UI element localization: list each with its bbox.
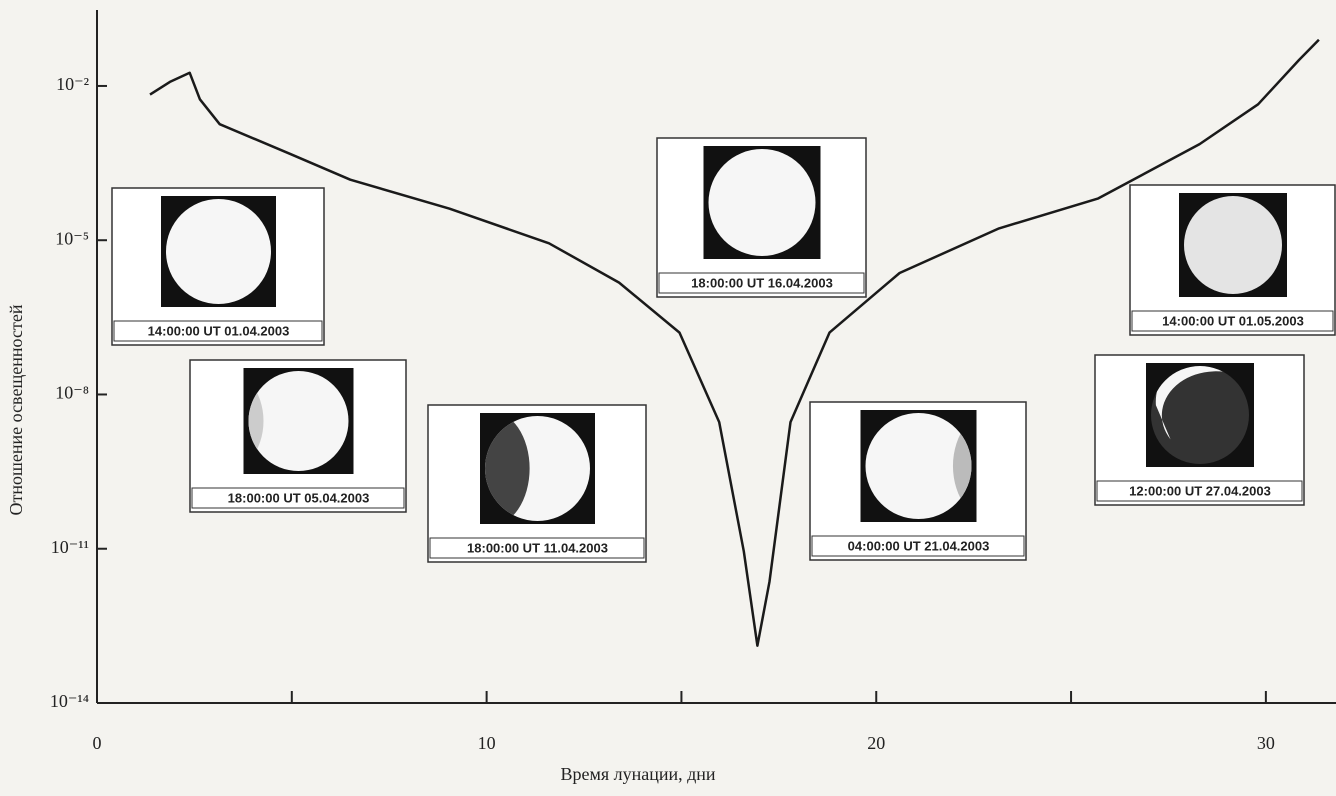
- inset: 04:00:00 UT 21.04.2003: [810, 402, 1043, 560]
- y-tick-label: 10⁻²: [56, 74, 89, 94]
- moon: [166, 199, 271, 304]
- inset-label: 14:00:00 UT 01.04.2003: [148, 323, 290, 338]
- inset: 18:00:00 UT 11.04.2003: [428, 405, 646, 562]
- inset-label: 18:00:00 UT 11.04.2003: [467, 540, 608, 555]
- y-tick-label: 10⁻¹⁴: [50, 691, 89, 711]
- y-tick-label: 10⁻⁸: [55, 383, 89, 403]
- inset-label: 12:00:00 UT 27.04.2003: [1129, 483, 1271, 498]
- x-tick-label: 0: [93, 733, 102, 753]
- inset: 14:00:00 UT 01.05.2003: [1130, 185, 1335, 335]
- inset-label: 18:00:00 UT 05.04.2003: [228, 490, 370, 505]
- x-tick-label: 20: [867, 733, 885, 753]
- x-tick-label: 10: [478, 733, 496, 753]
- x-axis-label: Время лунации, дни: [560, 764, 715, 784]
- inset-label: 04:00:00 UT 21.04.2003: [848, 538, 990, 553]
- inset-label: 18:00:00 UT 16.04.2003: [691, 275, 833, 290]
- chart: Время лунации, дни Отношение освещенност…: [0, 0, 1336, 796]
- moon: [1184, 196, 1282, 294]
- inset: 18:00:00 UT 16.04.2003: [657, 138, 866, 297]
- y-axis-label: Отношение освещенностей: [6, 304, 26, 515]
- inset-label: 14:00:00 UT 01.05.2003: [1162, 313, 1304, 328]
- inset: 14:00:00 UT 01.04.2003: [112, 188, 324, 345]
- x-tick-label: 30: [1257, 733, 1275, 753]
- moon: [709, 149, 816, 256]
- curve: [150, 40, 1319, 646]
- inset: 12:00:00 UT 27.04.2003: [1095, 353, 1304, 505]
- y-tick-label: 10⁻⁵: [55, 228, 89, 248]
- y-tick-label: 10⁻¹¹: [51, 537, 89, 557]
- inset: 18:00:00 UT 05.04.2003: [174, 360, 407, 512]
